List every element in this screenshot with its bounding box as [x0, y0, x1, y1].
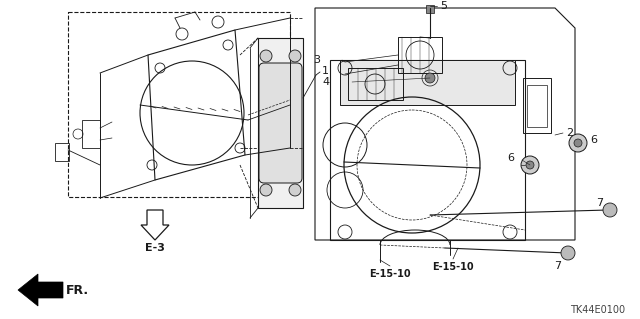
Text: 1: 1: [322, 66, 329, 76]
Bar: [348, 68, 403, 100]
Text: 7: 7: [554, 261, 561, 271]
Bar: [55, 143, 69, 161]
Circle shape: [574, 139, 582, 147]
Circle shape: [569, 134, 587, 152]
Bar: [258, 38, 303, 208]
Text: E-3: E-3: [145, 243, 165, 253]
Circle shape: [260, 184, 272, 196]
Bar: [330, 60, 525, 240]
Text: E-15-10: E-15-10: [432, 262, 474, 272]
Circle shape: [561, 246, 575, 260]
Circle shape: [603, 203, 617, 217]
Text: 2: 2: [566, 128, 573, 138]
Bar: [426, 5, 434, 13]
Bar: [398, 37, 442, 73]
Bar: [82, 120, 100, 148]
Text: FR.: FR.: [66, 284, 89, 296]
Bar: [523, 78, 551, 133]
Bar: [340, 60, 515, 105]
Text: 4: 4: [323, 77, 330, 87]
Circle shape: [425, 73, 435, 83]
Polygon shape: [18, 274, 63, 306]
Text: 7: 7: [596, 198, 604, 208]
Circle shape: [521, 156, 539, 174]
Circle shape: [526, 161, 534, 169]
Circle shape: [289, 184, 301, 196]
Circle shape: [260, 50, 272, 62]
Bar: [527, 85, 547, 127]
Text: 5: 5: [440, 1, 447, 11]
Polygon shape: [141, 210, 169, 240]
Text: E-15-10: E-15-10: [369, 269, 411, 279]
Text: 3: 3: [313, 55, 320, 65]
Text: 6: 6: [590, 135, 597, 145]
Text: TK44E0100: TK44E0100: [570, 305, 625, 315]
Circle shape: [289, 50, 301, 62]
Text: 6: 6: [507, 153, 514, 163]
FancyBboxPatch shape: [259, 63, 302, 183]
